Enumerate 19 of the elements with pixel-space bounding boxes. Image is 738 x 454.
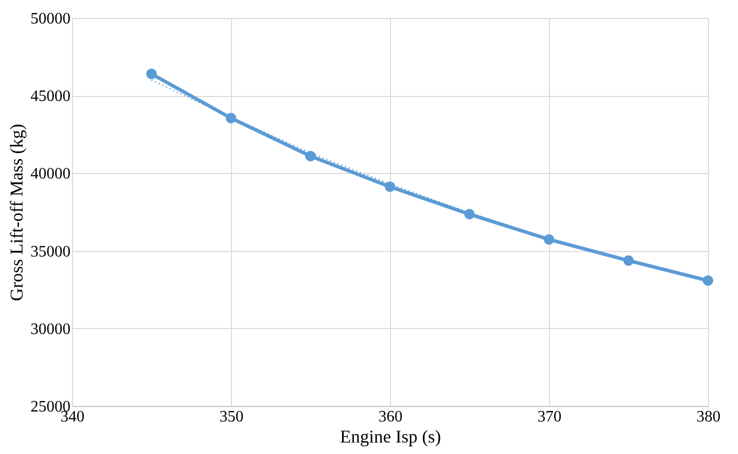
x-tick-label: 350: [220, 408, 244, 426]
x-tick-label: 370: [538, 408, 562, 426]
point: [226, 112, 236, 124]
y-tick-label: 45000: [30, 88, 70, 106]
x-axis-title: Engine Isp (s): [340, 426, 441, 446]
point: [146, 68, 157, 80]
point: [702, 275, 714, 286]
y-tick-label: 40000: [30, 166, 70, 183]
y-tick-label: 35000: [30, 243, 70, 260]
point: [384, 181, 396, 192]
x-tick-label: 380: [696, 408, 720, 426]
point: [464, 208, 475, 220]
y-axis-title: Gross Lift-off Mass (kg): [6, 124, 26, 302]
y-tick-label: 50000: [30, 10, 70, 28]
x-tick-label: 360: [378, 408, 402, 426]
point: [305, 150, 316, 162]
point: [623, 255, 634, 266]
y-tick-label: 30000: [30, 320, 70, 338]
point: [544, 234, 554, 245]
